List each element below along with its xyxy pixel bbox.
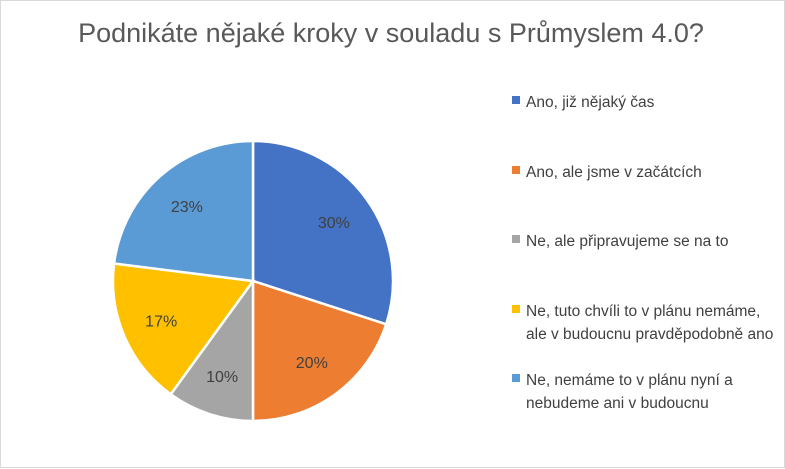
data-label-5: 23% <box>171 199 203 216</box>
pie-slice-2 <box>251 279 388 423</box>
legend-marker-2 <box>512 166 520 174</box>
pie-slice-5 <box>112 139 255 283</box>
legend-marker-4 <box>512 305 520 313</box>
pie-slice-3 <box>168 277 255 423</box>
legend-label-2: Ano, ale jsme v začátcích <box>526 164 702 181</box>
legend-label-1: Ano, již nějaký čas <box>526 94 655 111</box>
data-label-2: 20% <box>296 355 328 372</box>
legend-marker-1 <box>512 96 520 104</box>
chart-title: Podnikáte nějaké kroky v souladu s Průmy… <box>78 18 704 48</box>
pie-slice-1 <box>251 139 395 326</box>
legend-label-5: Ne, nemáme to v plánu nyní a nebudeme an… <box>526 372 733 412</box>
data-label-3: 10% <box>206 369 238 386</box>
legend-marker-5 <box>512 374 520 382</box>
data-label-4: 17% <box>145 314 177 331</box>
legend-marker-3 <box>512 235 520 243</box>
pie-slice-4 <box>111 262 256 397</box>
legend-label-3: Ne, ale připravujeme se na to <box>526 233 729 250</box>
data-label-1: 30% <box>318 215 350 232</box>
legend-label-4: Ne, tuto chvíli to v plánu nemáme, ale v… <box>526 303 774 343</box>
